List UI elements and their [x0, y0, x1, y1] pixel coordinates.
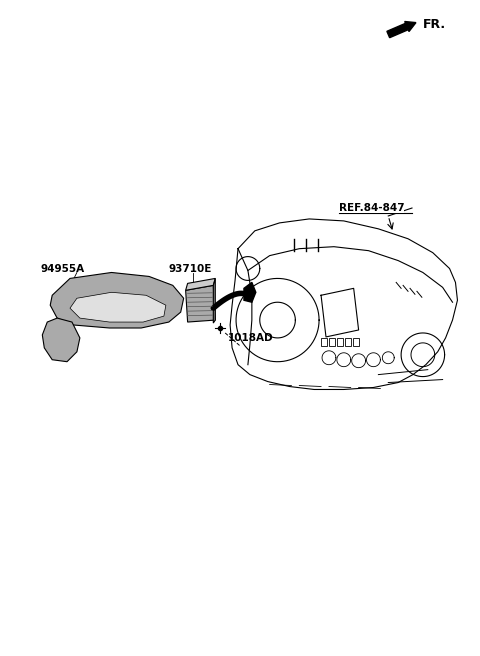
Polygon shape [186, 278, 216, 291]
Bar [329, 338, 335, 346]
Polygon shape [186, 285, 216, 322]
Bar [321, 338, 327, 346]
Bar [353, 338, 359, 346]
Polygon shape [50, 272, 184, 328]
Text: 93710E: 93710E [169, 264, 212, 274]
Polygon shape [213, 278, 216, 323]
Bar [345, 338, 351, 346]
Polygon shape [42, 318, 80, 361]
Text: REF.84-847: REF.84-847 [339, 203, 405, 213]
Text: 94955A: 94955A [40, 264, 84, 274]
Polygon shape [244, 282, 256, 302]
FancyArrow shape [387, 22, 416, 37]
Polygon shape [70, 293, 166, 322]
Text: 1018AD: 1018AD [228, 333, 274, 343]
Bar [337, 338, 343, 346]
Text: FR.: FR. [423, 18, 446, 31]
